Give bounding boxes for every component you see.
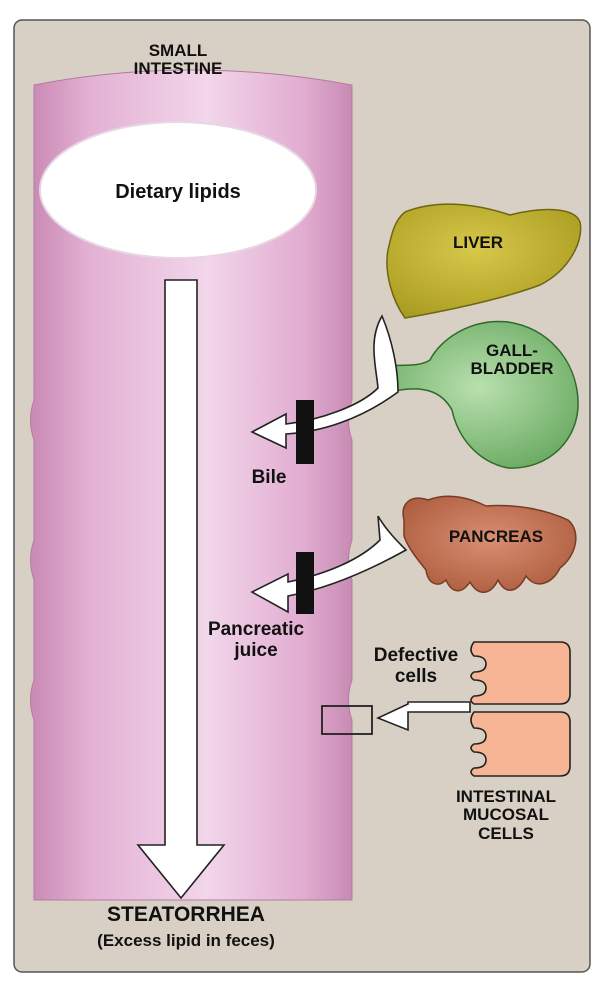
mucosa-box (321, 705, 373, 735)
liver-icon (386, 203, 582, 319)
pancreas-label: PANCREAS (448, 527, 544, 546)
main-flow-arrow (136, 279, 226, 900)
dietary-lipids-label: Dietary lipids (115, 181, 241, 203)
blocked-flow-icon (296, 400, 314, 464)
bile-label: Bile (251, 467, 287, 488)
mucosal-cell-bottom (470, 711, 571, 777)
bile-arrow (250, 314, 399, 450)
steatorrhea-label: STEATORRHEA (107, 903, 265, 926)
defective-cells-label: Defective cells (373, 645, 459, 687)
mucosal-cells-label: INTESTINAL MUCOSAL CELLS (455, 787, 557, 843)
liver-label: LIVER (452, 233, 504, 252)
gallbladder-label: GALL- BLADDER (470, 341, 554, 379)
mucosal-cell-top (470, 641, 571, 705)
defective-cells-arrow (375, 701, 471, 732)
small-intestine-label: SMALL INTESTINE (133, 41, 223, 79)
pancreas-icon (402, 495, 577, 593)
mucosal-cells-icon (470, 641, 571, 777)
blocked-flow-icon (296, 552, 314, 614)
steatorrhea-note: (Excess lipid in feces) (97, 931, 275, 950)
gallbladder-icon (378, 320, 579, 469)
pancreatic-juice-label: Pancreatic juice (207, 619, 305, 661)
dietary-lipids-ellipse (39, 121, 317, 259)
